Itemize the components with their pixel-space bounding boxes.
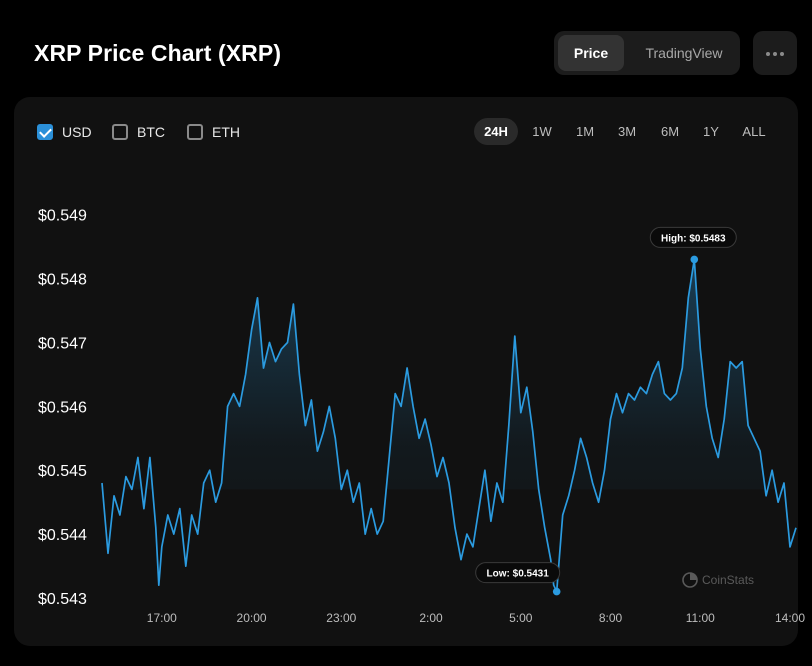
range-all-button[interactable]: ALL <box>742 124 766 139</box>
low-callout: Low: $0.5431 <box>475 562 561 596</box>
price-tab[interactable]: Price <box>558 35 624 71</box>
low-label: Low: $0.5431 <box>487 569 550 580</box>
range-6m-button[interactable]: 6M <box>660 124 680 139</box>
range-1m-button[interactable]: 1M <box>575 124 595 139</box>
high-callout: High: $0.5483 <box>649 226 737 264</box>
y-tick-label: $0.548 <box>38 272 87 289</box>
currency-usd-option[interactable]: USD <box>37 123 92 141</box>
tradingview-tab[interactable]: TradingView <box>645 45 723 61</box>
range-24h-button[interactable]: 24H <box>474 118 518 145</box>
high-marker <box>690 255 699 264</box>
callout-box <box>475 562 561 584</box>
callout-box <box>649 226 737 248</box>
range-1y-button[interactable]: 1Y <box>703 124 719 139</box>
view-toggle: Price TradingView <box>554 31 740 75</box>
price-area <box>102 259 785 490</box>
watermark-text: CoinStats <box>702 573 754 587</box>
price-line[interactable] <box>101 258 797 593</box>
btc-checkbox[interactable] <box>112 124 128 140</box>
x-tick-label: 17:00 <box>147 611 177 625</box>
currency-eth-option[interactable]: ETH <box>187 123 240 141</box>
currency-btc-option[interactable]: BTC <box>112 123 165 141</box>
y-tick-label: $0.543 <box>38 591 87 608</box>
annotations: High: $0.5483 Low: $0.5431 <box>475 226 737 596</box>
y-tick-label: $0.545 <box>38 463 87 480</box>
y-tick-label: $0.544 <box>38 527 87 544</box>
x-tick-label: 14:00 <box>775 611 805 625</box>
x-tick-label: 20:00 <box>237 611 267 625</box>
more-options-button[interactable] <box>753 31 797 75</box>
high-label: High: $0.5483 <box>661 233 726 244</box>
page-title: XRP Price Chart (XRP) <box>34 40 282 66</box>
y-tick-label: $0.549 <box>38 208 87 225</box>
x-axis: 17:00 20:00 23:00 2:00 5:00 8:00 11:00 14:00 <box>147 611 806 625</box>
currency-label: USD <box>62 124 92 140</box>
x-tick-label: 5:00 <box>509 611 533 625</box>
x-tick-label: 2:00 <box>419 611 443 625</box>
coinstats-logo-icon <box>690 573 697 580</box>
y-axis: $0.549 $0.548 $0.547 $0.546 $0.545 $0.544 $0.5… <box>38 208 87 608</box>
currency-label: BTC <box>137 124 165 140</box>
low-marker <box>552 587 561 596</box>
x-tick-label: 11:00 <box>686 611 715 625</box>
coinstats-watermark: CoinStats <box>682 572 754 588</box>
range-3m-button[interactable]: 3M <box>617 124 637 139</box>
eth-checkbox[interactable] <box>187 124 203 140</box>
range-1w-button[interactable]: 1W <box>532 124 552 139</box>
more-dots-icon <box>766 52 770 56</box>
usd-checkbox[interactable] <box>37 124 53 140</box>
y-tick-label: $0.546 <box>38 399 87 416</box>
y-tick-label: $0.547 <box>38 335 87 352</box>
x-tick-label: 23:00 <box>326 611 356 625</box>
more-dots-icon <box>780 52 784 56</box>
more-dots-icon <box>773 52 777 56</box>
x-tick-label: 8:00 <box>599 611 623 625</box>
currency-label: ETH <box>212 124 240 140</box>
